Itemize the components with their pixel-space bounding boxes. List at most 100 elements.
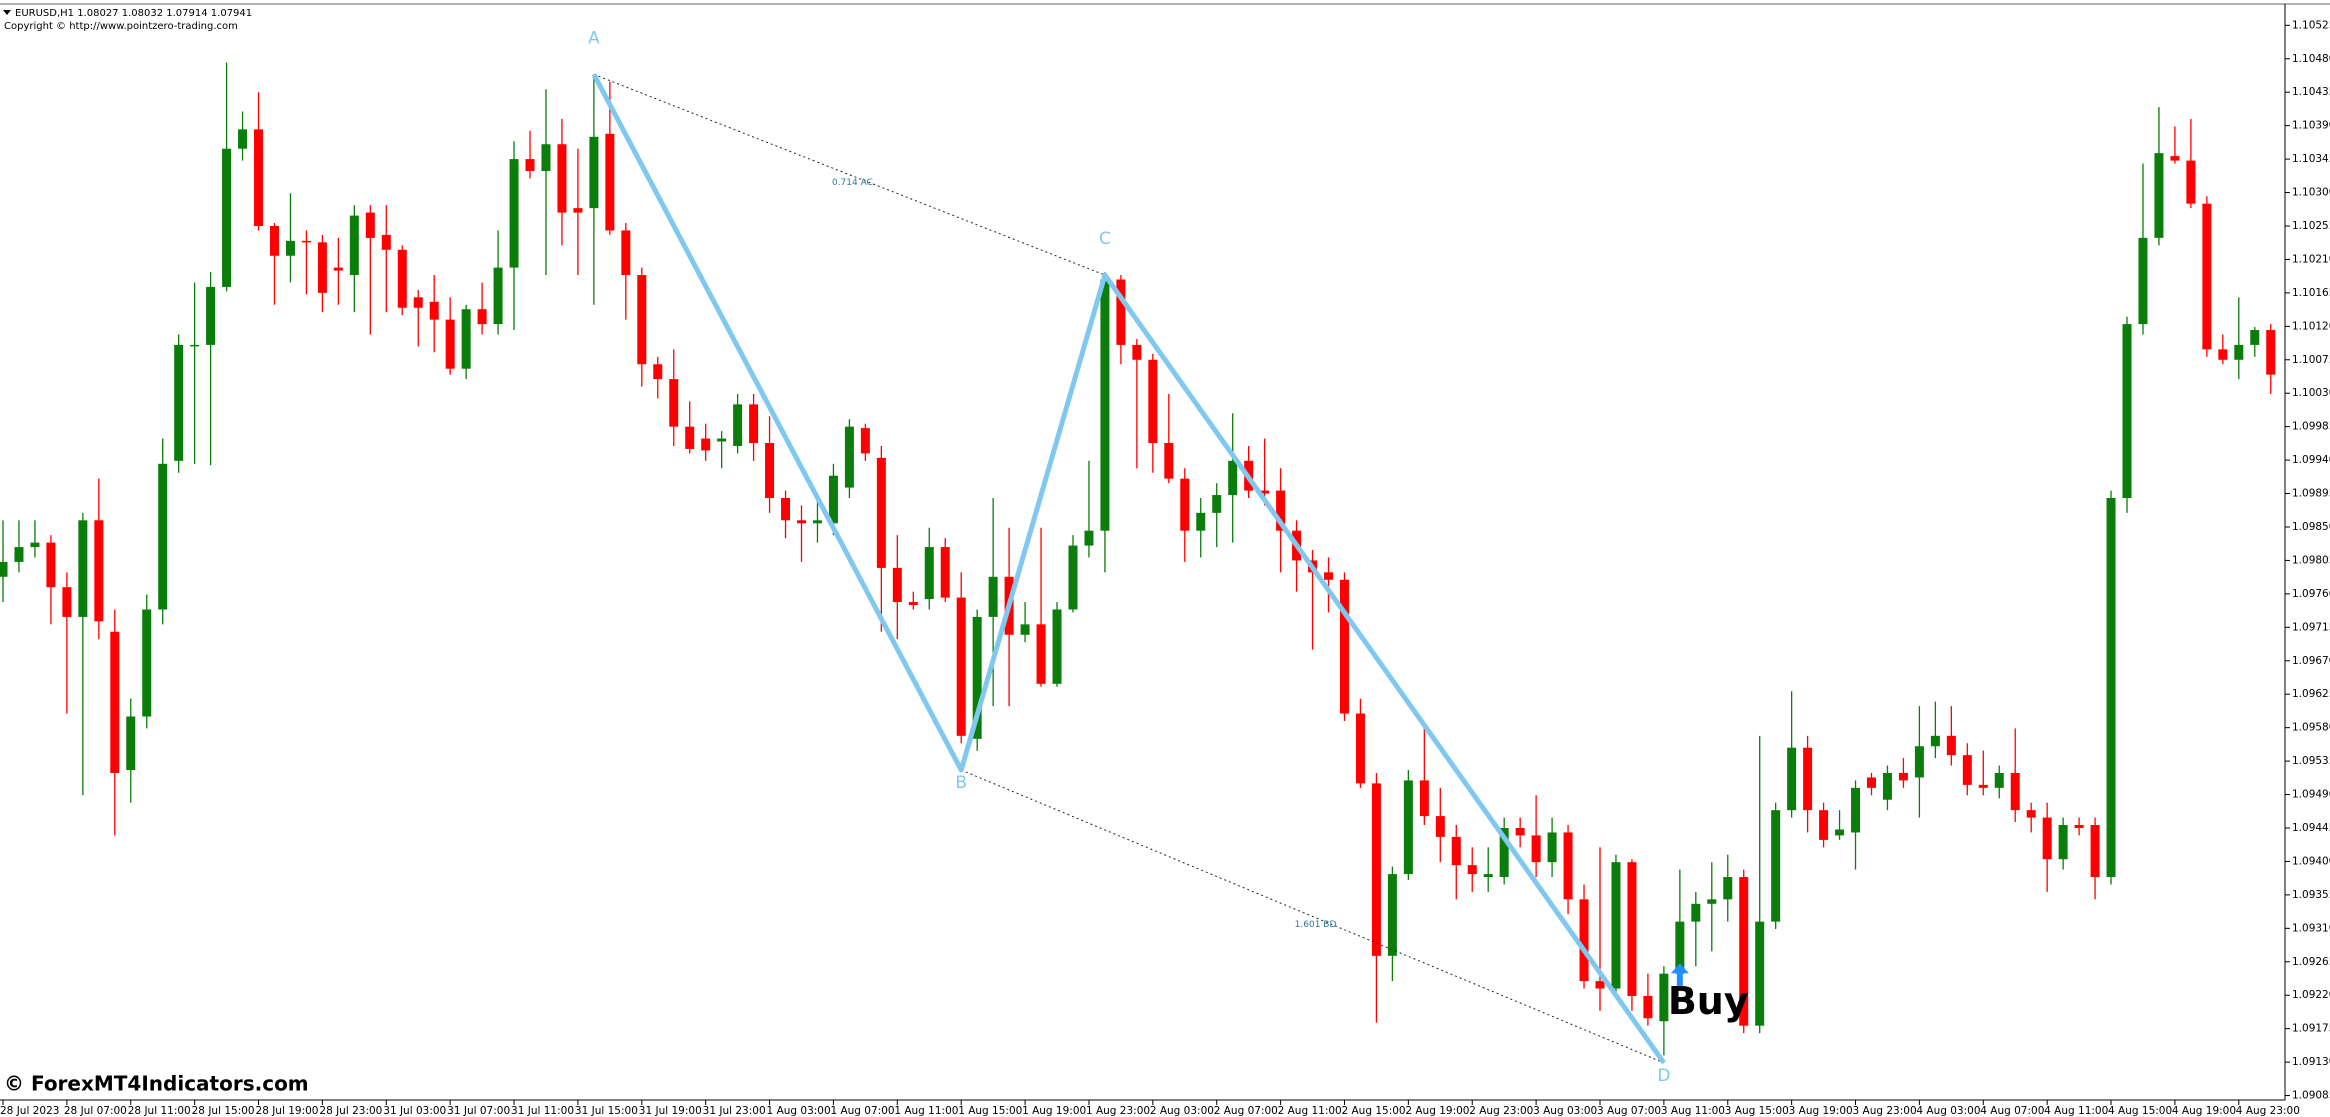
candle-body [1659,973,1669,1022]
y-tick-label: 1.09265 [2292,956,2330,968]
candle-body [1739,877,1749,1026]
candle-body [1132,344,1142,360]
x-tick-label: 31 Jul 23:00 [703,1105,766,1117]
x-tick-label: 4 Aug 03:00 [1916,1105,1980,1117]
buy-label: Buy [1668,979,1749,1023]
candle-body [174,344,184,461]
candle-body [1579,899,1589,982]
buy-arrow [1670,963,1689,988]
candle-body [1116,279,1126,345]
candle-body [2154,153,2164,238]
candle-body [1962,755,1972,785]
x-tick-label: 28 Jul 15:00 [192,1105,255,1117]
pattern-line [591,73,1666,1065]
candle-body [2234,344,2244,360]
y-tick-label: 1.10345 [2292,153,2330,165]
candle-body [1371,783,1381,956]
x-tick-label: 28 Jul 11:00 [128,1105,191,1117]
y-tick-label: 1.10210 [2292,253,2330,265]
y-tick-label: 1.09850 [2292,521,2330,533]
y-tick-label: 1.09760 [2292,588,2330,600]
candle-body [222,148,232,287]
x-tick-label: 1 Aug 11:00 [894,1105,958,1117]
candle-body [126,716,136,771]
candle-body [1483,874,1493,878]
x-tick-label: 4 Aug 19:00 [2172,1105,2236,1117]
pattern-point-label: C [1099,229,1111,249]
y-tick-label: 1.10165 [2292,287,2330,299]
y-tick-label: 1.10030 [2292,387,2330,399]
x-tick-label: 1 Aug 19:00 [1022,1105,1086,1117]
x-tick-label: 2 Aug 15:00 [1341,1105,1405,1117]
x-tick-label: 28 Jul 19:00 [256,1105,319,1117]
pattern-point-label: B [955,773,967,793]
candle-body [637,275,647,365]
y-tick-label: 1.09625 [2292,688,2330,700]
candle-body [1324,572,1334,580]
candle-body [717,438,727,442]
watermark: © ForexMT4Indicators.com [4,1072,309,1096]
x-tick-label: 4 Aug 11:00 [2044,1105,2108,1117]
candle-body [477,309,487,325]
y-tick-label: 1.09895 [2292,488,2330,500]
x-tick-label: 1 Aug 03:00 [767,1105,831,1117]
y-tick-label: 1.09355 [2292,889,2330,901]
candle-body [685,426,695,449]
candle-body [669,379,679,427]
y-tick-label: 1.10120 [2292,320,2330,332]
x-tick-label: 2 Aug 07:00 [1214,1105,1278,1117]
copyright: Copyright © http://www.pointzero-trading… [4,21,238,32]
candle-body [2218,349,2228,360]
x-tick-label: 31 Jul 11:00 [511,1105,574,1117]
candle-body [1531,835,1541,863]
candle-body [317,242,327,293]
x-tick-label: 28 Jul 23:00 [319,1105,382,1117]
candle-body [1563,832,1573,900]
y-tick-label: 1.09175 [2292,1023,2330,1035]
candle-body [844,426,854,488]
candle-body [940,547,950,598]
candle-body [797,520,806,524]
x-tick-label: 3 Aug 07:00 [1597,1105,1661,1117]
candle-body [1547,832,1557,863]
candle-body [1036,624,1046,684]
candle-body [238,129,248,149]
y-tick-label: 1.09130 [2292,1056,2330,1068]
y-tick-label: 1.09085 [2292,1090,2330,1102]
candle-body [1691,903,1701,922]
x-tick-label: 1 Aug 15:00 [958,1105,1022,1117]
candle-body [701,438,711,451]
candle-body [254,129,264,226]
candle-body [1276,490,1286,531]
candle-body [14,547,24,562]
y-tick-label: 1.09670 [2292,655,2330,667]
candle-body [1084,530,1094,546]
candle-body [333,267,343,271]
y-tick-label: 1.09400 [2292,855,2330,867]
candle-body [1851,787,1861,833]
candle-body [461,309,471,369]
candle-body [2010,772,2020,811]
x-tick-label: 31 Jul 03:00 [383,1105,446,1117]
candle-body [573,208,583,213]
pattern-projection [961,769,1665,1064]
candle-body [30,542,40,548]
candle-body [1835,829,1845,836]
candle-body [142,609,152,717]
candle-body [1803,747,1813,811]
x-tick-label: 3 Aug 15:00 [1725,1105,1789,1117]
candle-body [1882,772,1892,800]
x-tick-label: 1 Aug 07:00 [830,1105,894,1117]
candle-body [1451,836,1461,866]
candle-body [445,319,455,369]
candle-body [110,631,120,773]
candle-body [828,475,838,524]
candle-body [2266,330,2276,375]
candle-body [2058,825,2068,860]
x-tick-label: 4 Aug 07:00 [1980,1105,2044,1117]
candle-body [365,212,375,238]
candle-body [1515,827,1525,836]
candle-body [541,144,551,171]
candle-body [1787,747,1797,811]
